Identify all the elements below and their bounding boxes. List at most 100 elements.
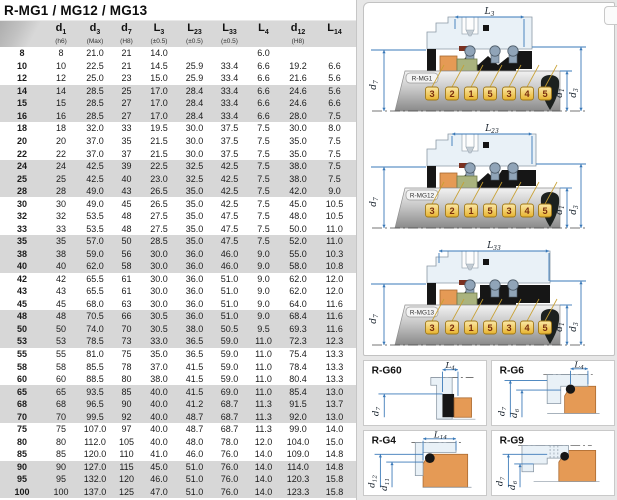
cell: 65 (55, 386, 66, 397)
callout-tag (502, 320, 516, 335)
seat-diagram-rg4: L14 d12 d11 R-G4 (368, 431, 472, 491)
cell: 12.0 (325, 286, 344, 297)
cell: 6.6 (257, 110, 270, 121)
cell: 11.0 (255, 349, 272, 360)
spring (464, 45, 476, 57)
row-size-label: 10 (16, 60, 27, 71)
svg-text:3: 3 (429, 323, 434, 333)
cell: 48 (121, 211, 132, 222)
table-row: 42 42 65.5 61 30.0 36.0 51.0 9.0 62.0 12.0 (0, 273, 356, 286)
dim-label-L4: L4 (444, 361, 455, 372)
callout-tag (502, 86, 516, 101)
cell: 85.5 (86, 361, 104, 372)
cell: 40.0 (150, 424, 168, 435)
row-size-label: 48 (16, 311, 27, 322)
table-row: 20 20 37.0 35 21.5 30.0 37.5 7.5 35.0 7.5 (0, 135, 356, 148)
cell: 14.0 (254, 486, 273, 497)
spring (507, 45, 519, 57)
cell: 96.5 (86, 399, 104, 410)
cell: 92 (121, 411, 132, 422)
cell: 42.5 (86, 173, 104, 184)
cell: 47.5 (220, 211, 239, 222)
cell: 14.0 (150, 48, 168, 59)
svg-text:5: 5 (542, 323, 547, 333)
cell: 110 (119, 449, 134, 460)
cell: 75 (121, 349, 132, 360)
cell: 11.6 (326, 298, 343, 309)
table-row: 33 33 53.5 48 27.5 35.0 47.5 7.5 50.0 11.0 (0, 222, 356, 235)
cell: 6.6 (257, 85, 270, 96)
dimension-table-header: d1 (h6) d3 (Max) d7 (H8) L3 (±0.5) L23 (±0.5) L33(… (0, 20, 356, 47)
cell: 7.5 (328, 110, 341, 121)
row-size-label: 33 (16, 223, 27, 234)
table-row: 12 12 25.0 23 15.0 25.9 33.4 6.6 21.6 5.6 (0, 72, 356, 85)
cell: 35.0 (289, 135, 307, 146)
svg-text:d3: d3 (569, 322, 580, 332)
cell: 24.6 (289, 98, 307, 109)
spring (464, 162, 476, 174)
cell: 59.0 (220, 361, 239, 372)
cell: 27.5 (150, 223, 168, 234)
seat-diagram-rg9: d7 d6 R-G9 (496, 436, 600, 490)
spring (489, 45, 501, 57)
table-row: 18 18 32.0 33 19.5 30.0 37.5 7.5 30.0 8.0 (0, 122, 356, 135)
row-size-label: 50 (16, 323, 27, 334)
cell: 42.5 (220, 186, 239, 197)
dim-label-d12: d12 (368, 475, 379, 488)
cell: 42.5 (220, 173, 239, 184)
cell: 75.4 (289, 349, 307, 360)
seal-name: R-MG13 (410, 310, 435, 317)
cell: 36.5 (185, 349, 204, 360)
cell: 14.5 (150, 60, 168, 71)
cell: 48.0 (185, 436, 204, 447)
callout-tag (538, 86, 552, 101)
cell: 36.0 (185, 273, 204, 284)
cell: 112.0 (84, 436, 106, 447)
table-row: 16 16 28.5 27 17.0 28.4 33.4 6.6 28.0 7.5 (0, 109, 356, 123)
cell: 42.5 (86, 161, 104, 172)
callout-tag (445, 203, 459, 218)
cell: 9.0 (328, 186, 341, 197)
cell: 88.5 (86, 374, 104, 385)
cell: 12.0 (325, 273, 344, 284)
cell: 72.3 (289, 336, 307, 347)
cell: 46.0 (220, 248, 239, 259)
gland-body (426, 16, 533, 50)
cell: 23.0 (150, 173, 168, 184)
cell: 30.0 (185, 123, 204, 134)
cell: 6.6 (328, 60, 341, 71)
cell: 7.5 (257, 135, 270, 146)
dim-label-d6: d6 (510, 408, 521, 418)
cell: 32.5 (185, 173, 204, 184)
cell: 30.5 (150, 311, 168, 322)
cell: 85 (55, 449, 66, 460)
cell: 7.5 (328, 148, 341, 159)
cell: 36.0 (185, 311, 204, 322)
table-row: 100 100 137.0 125 47.0 51.0 76.0 14.0 123.3 15.8 (0, 485, 356, 499)
cell: 45 (55, 298, 66, 309)
cell: 69.0 (220, 386, 239, 397)
cell: 35 (55, 236, 66, 247)
callout-tag (464, 203, 478, 218)
bellows (503, 51, 532, 69)
cell: 11.3 (255, 411, 272, 422)
column-header: d3 (Max) (86, 22, 104, 46)
cell: 25.0 (86, 73, 104, 84)
svg-text:5: 5 (487, 323, 492, 333)
seat-ring (439, 172, 458, 189)
row-size-label: 42 (16, 273, 27, 284)
cell: 28.5 (86, 98, 104, 109)
page-tab-decoration (604, 6, 617, 25)
column-header: L23 (±0.5) (186, 22, 203, 46)
cell: 5.6 (328, 73, 341, 84)
cell: 41.5 (185, 374, 204, 385)
spring (464, 279, 476, 291)
cell: 21.6 (289, 73, 307, 84)
cell: 33.4 (220, 60, 239, 71)
cell: 43 (121, 186, 132, 197)
callout-tag (425, 320, 439, 335)
cell: 39 (121, 161, 132, 172)
spring (489, 279, 501, 291)
dim-label-L4: L4 (573, 361, 584, 371)
cell: 35.0 (289, 148, 307, 159)
